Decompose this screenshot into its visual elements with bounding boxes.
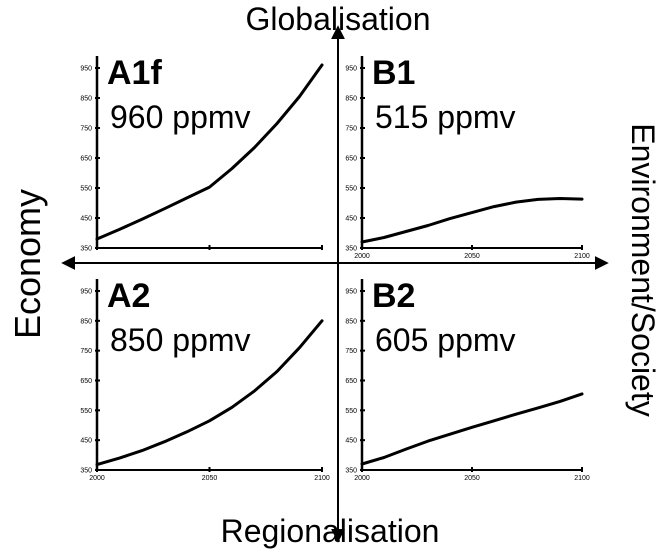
- panel-label: B1: [372, 54, 415, 92]
- bottom-axis-label: Regionalisation: [221, 513, 440, 549]
- x-tick-label: 2100: [574, 475, 590, 482]
- x-tick-label: 2050: [464, 253, 480, 260]
- panel-annotation: 605 ppmv: [375, 322, 516, 358]
- y-tick-label: 350: [80, 468, 92, 475]
- series-line-a2: [95, 319, 324, 467]
- y-tick-label: 950: [345, 288, 357, 295]
- y-tick-label: 750: [345, 126, 357, 133]
- y-tick-label: 450: [345, 216, 357, 223]
- x-tick-label: 2100: [574, 253, 590, 260]
- y-tick-label: 350: [80, 246, 92, 253]
- panel-annotation: 515 ppmv: [375, 99, 516, 135]
- y-tick-label: 350: [345, 246, 357, 253]
- y-tick-label: 750: [80, 348, 92, 355]
- top-axis-label: Globalisation: [246, 1, 431, 37]
- y-tick-label: 650: [345, 378, 357, 385]
- panels: 350 450 550 650 750 850 950 A1f 960 ppmv 350 450 55…: [80, 54, 590, 482]
- panel-annotation: 960 ppmv: [110, 99, 251, 135]
- panel-a2: 350 450 550 650 750 850 950 2000 2050 2100 A2 850 p…: [80, 277, 330, 482]
- series-line-b1: [360, 197, 584, 244]
- series-line-b2: [360, 392, 584, 466]
- y-tick-label: 950: [80, 288, 92, 295]
- x-tick-label: 2000: [354, 253, 370, 260]
- y-tick-label: 650: [345, 156, 357, 163]
- x-tick-label: 2050: [464, 475, 480, 482]
- x-tick-label: 2050: [202, 475, 218, 482]
- panel-label: A1f: [107, 54, 162, 92]
- y-tick-label: 650: [80, 156, 92, 163]
- panel-b1: 350 450 550 650 750 850 950 2000 2050 2100 B1 515 p…: [345, 54, 590, 260]
- y-tick-label: 550: [80, 186, 92, 193]
- y-tick-label: 850: [80, 318, 92, 325]
- series-line-a1f: [95, 63, 324, 241]
- panel-label: A2: [107, 277, 150, 315]
- y-tick-label: 650: [80, 378, 92, 385]
- right-axis-label: Environment/Society: [625, 123, 657, 416]
- y-tick-label: 550: [345, 408, 357, 415]
- y-tick-label: 750: [345, 348, 357, 355]
- y-tick-label: 350: [345, 468, 357, 475]
- panel-b2: 350 450 550 650 750 850 950 2000 2050 2100 B2 605 p…: [345, 277, 590, 482]
- panel-annotation: 850 ppmv: [110, 322, 251, 358]
- y-tick-label: 750: [80, 126, 92, 133]
- y-tick-label: 850: [345, 96, 357, 103]
- y-tick-label: 550: [80, 408, 92, 415]
- x-tick-label: 2100: [314, 475, 330, 482]
- panel-label: B2: [372, 277, 415, 315]
- y-tick-label: 450: [80, 216, 92, 223]
- x-tick-label: 2000: [89, 475, 105, 482]
- x-tick-label: 2000: [354, 475, 370, 482]
- y-tick-label: 950: [345, 66, 357, 73]
- y-tick-label: 450: [345, 438, 357, 445]
- panel-a1f: 350 450 550 650 750 850 950 A1f 960 ppmv: [80, 54, 324, 253]
- left-axis-label: Economy: [7, 189, 48, 339]
- y-tick-label: 550: [345, 186, 357, 193]
- y-tick-label: 850: [345, 318, 357, 325]
- y-tick-label: 850: [80, 96, 92, 103]
- y-tick-label: 950: [80, 66, 92, 73]
- y-tick-label: 450: [80, 438, 92, 445]
